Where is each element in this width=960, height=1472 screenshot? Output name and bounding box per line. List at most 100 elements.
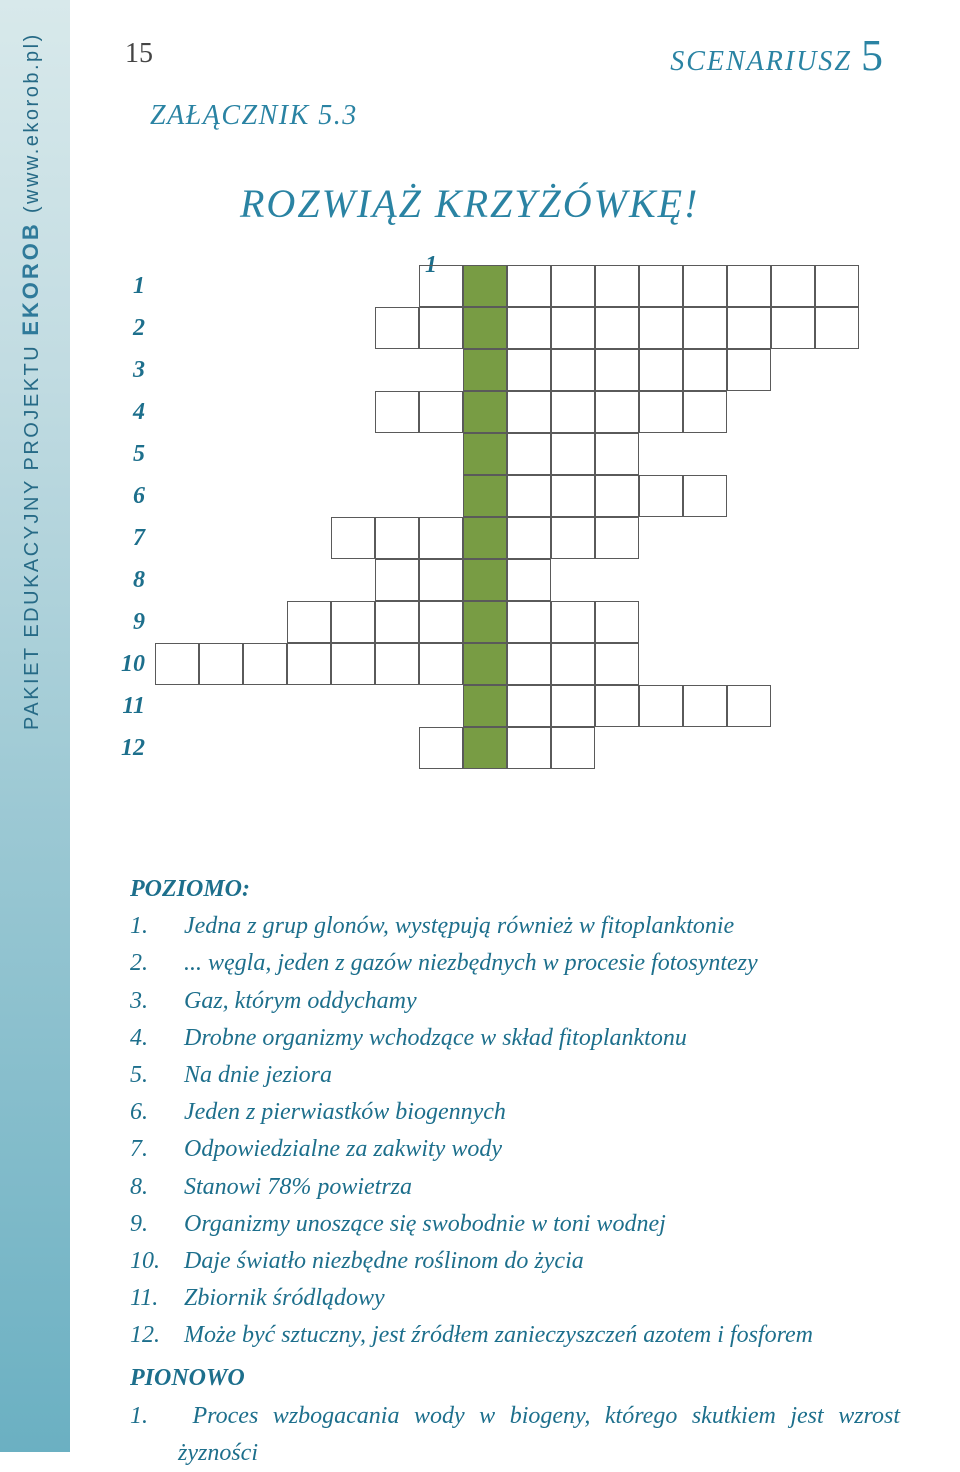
- crossword-spacer: [243, 391, 287, 433]
- crossword-spacer: [155, 601, 199, 643]
- crossword-spacer: [771, 685, 815, 727]
- crossword-spacer: [815, 685, 859, 727]
- crossword-spacer: [639, 517, 683, 559]
- crossword-cell: [639, 349, 683, 391]
- crossword-spacer: [639, 643, 683, 685]
- side-label-part3: (www.ekorob.pl): [21, 32, 43, 221]
- crossword-spacer: [771, 559, 815, 601]
- crossword-cell: [551, 643, 595, 685]
- crossword-spacer: [419, 433, 463, 475]
- crossword-cell: [815, 265, 859, 307]
- clue-number: 7.: [154, 1131, 178, 1168]
- crossword-spacer: [815, 475, 859, 517]
- crossword-cell: [595, 349, 639, 391]
- crossword-row: 10: [100, 643, 920, 685]
- crossword-row-num: 8: [100, 567, 155, 594]
- crossword-spacer: [243, 265, 287, 307]
- crossword-spacer: [815, 349, 859, 391]
- crossword-cell: [419, 601, 463, 643]
- crossword-spacer: [683, 643, 727, 685]
- header-scenario-text: SCENARIUSZ: [670, 46, 852, 77]
- crossword-row: 4: [100, 391, 920, 433]
- crossword-cell: [419, 727, 463, 769]
- crossword-spacer: [551, 559, 595, 601]
- crossword-spacer: [771, 475, 815, 517]
- clue-number: 2.: [154, 945, 178, 982]
- crossword-spacer: [771, 433, 815, 475]
- clue-text: Jedna z grup glonów, występują również w…: [178, 913, 734, 939]
- clue-number: 5.: [154, 1057, 178, 1094]
- crossword-row-num: 10: [100, 651, 155, 678]
- crossword-cell: [683, 391, 727, 433]
- crossword-cell-key: [463, 727, 507, 769]
- crossword-cell: [639, 391, 683, 433]
- crossword-cell: [815, 307, 859, 349]
- crossword-row-cells: [155, 349, 859, 391]
- page-number: 15: [125, 38, 153, 70]
- crossword-cell: [419, 391, 463, 433]
- crossword-spacer: [199, 517, 243, 559]
- crossword-spacer: [287, 349, 331, 391]
- crossword-spacer: [155, 727, 199, 769]
- clue-text: Na dnie jeziora: [178, 1062, 332, 1088]
- side-label-part1: PAKIET EDUKACYJNY PROJEKTU: [21, 336, 43, 730]
- clue-text: Odpowiedzialne za zakwity wody: [178, 1136, 502, 1162]
- crossword-cell: [639, 307, 683, 349]
- clue-text: Zbiornik śródlądowy: [178, 1285, 385, 1311]
- crossword-spacer: [243, 307, 287, 349]
- crossword-spacer: [287, 727, 331, 769]
- crossword-spacer: [375, 727, 419, 769]
- crossword-spacer: [727, 475, 771, 517]
- crossword-spacer: [771, 727, 815, 769]
- clue-text: Proces wzbogacania wody w biogeny, które…: [178, 1403, 900, 1466]
- crossword-spacer: [243, 685, 287, 727]
- crossword-spacer: [727, 601, 771, 643]
- crossword-spacer: [243, 601, 287, 643]
- clue-line: 4. Drobne organizmy wchodzące w skład fi…: [130, 1020, 900, 1057]
- crossword-spacer: [155, 685, 199, 727]
- crossword-cell: [287, 601, 331, 643]
- crossword-cell: [639, 475, 683, 517]
- crossword-spacer: [375, 349, 419, 391]
- crossword-cell: [551, 391, 595, 433]
- crossword-spacer: [155, 349, 199, 391]
- crossword-spacer: [727, 559, 771, 601]
- crossword-cell-key: [463, 433, 507, 475]
- crossword-spacer: [243, 433, 287, 475]
- crossword-cell: [507, 643, 551, 685]
- crossword-cell: [551, 727, 595, 769]
- crossword-cell: [771, 307, 815, 349]
- crossword-spacer: [155, 433, 199, 475]
- crossword-spacer: [331, 349, 375, 391]
- crossword-cell-key: [463, 349, 507, 391]
- crossword-cell: [331, 517, 375, 559]
- crossword-cell: [551, 433, 595, 475]
- crossword-cell-key: [463, 475, 507, 517]
- crossword-spacer: [199, 727, 243, 769]
- crossword-spacer: [683, 601, 727, 643]
- side-label: PAKIET EDUKACYJNY PROJEKTU EKOROB (www.e…: [18, 32, 44, 730]
- crossword-spacer: [683, 727, 727, 769]
- crossword-spacer: [815, 601, 859, 643]
- crossword-cell: [595, 643, 639, 685]
- crossword-spacer: [199, 601, 243, 643]
- crossword-row-cells: [155, 307, 859, 349]
- crossword-row-cells: [155, 391, 859, 433]
- crossword-spacer: [419, 475, 463, 517]
- crossword-row-cells: [155, 559, 859, 601]
- crossword-spacer: [771, 349, 815, 391]
- crossword-spacer: [287, 307, 331, 349]
- clue-line: 6. Jeden z pierwiastków biogennych: [130, 1094, 900, 1131]
- crossword-row: 6: [100, 475, 920, 517]
- crossword-spacer: [199, 685, 243, 727]
- crossword-cell: [419, 307, 463, 349]
- crossword-spacer: [287, 517, 331, 559]
- clue-line: 10. Daje światło niezbędne roślinom do ż…: [130, 1243, 900, 1280]
- crossword-cell-key: [463, 643, 507, 685]
- crossword-cell: [419, 265, 463, 307]
- crossword-cell: [683, 349, 727, 391]
- crossword-spacer: [639, 559, 683, 601]
- crossword-spacer: [331, 475, 375, 517]
- crossword-cell: [507, 685, 551, 727]
- crossword-cell: [507, 727, 551, 769]
